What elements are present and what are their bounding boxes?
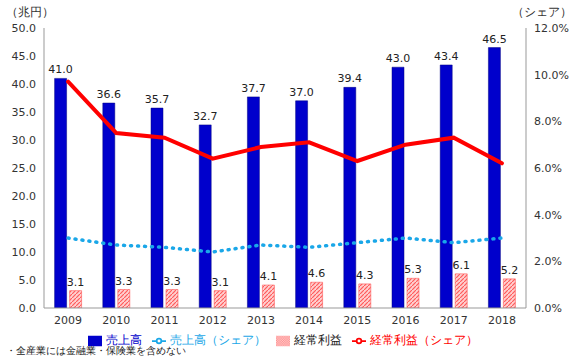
svg-text:3.3: 3.3 bbox=[163, 275, 181, 288]
svg-text:4.0%: 4.0% bbox=[534, 209, 562, 222]
svg-text:2015: 2015 bbox=[343, 314, 371, 327]
svg-text:45.0: 45.0 bbox=[12, 50, 37, 63]
svg-text:12.0%: 12.0% bbox=[534, 22, 569, 35]
svg-text:36.6: 36.6 bbox=[97, 88, 122, 101]
svg-text:2011: 2011 bbox=[151, 314, 179, 327]
svg-text:3.1: 3.1 bbox=[211, 276, 229, 289]
html-text:・全産業には金融業・保険業を含めない: ・全産業には金融業・保険業を含めない bbox=[6, 345, 186, 356]
svg-text:10.0%: 10.0% bbox=[534, 69, 569, 82]
svg-text:6.0%: 6.0% bbox=[534, 162, 562, 175]
html-text:経常利益: 経常利益 bbox=[294, 333, 342, 347]
html-text:売上高（シェア）: 売上高（シェア） bbox=[170, 333, 266, 347]
svg-text:2009: 2009 bbox=[54, 314, 82, 327]
svg-text:2.0%: 2.0% bbox=[534, 255, 562, 268]
svg-text:4.1: 4.1 bbox=[260, 270, 278, 283]
svg-text:5.0: 5.0 bbox=[19, 274, 37, 287]
svg-text:2017: 2017 bbox=[440, 314, 468, 327]
svg-text:4.3: 4.3 bbox=[356, 269, 374, 282]
svg-text:0.0: 0.0 bbox=[19, 302, 37, 315]
svg-text:20.0: 20.0 bbox=[12, 190, 37, 203]
svg-text:41.0: 41.0 bbox=[48, 63, 73, 76]
svg-text:4.6: 4.6 bbox=[308, 267, 326, 280]
svg-text:5.2: 5.2 bbox=[501, 264, 519, 277]
svg-text:8.0%: 8.0% bbox=[534, 115, 562, 128]
svg-text:2012: 2012 bbox=[199, 314, 227, 327]
svg-text:30.0: 30.0 bbox=[12, 134, 37, 147]
svg-text:2016: 2016 bbox=[392, 314, 420, 327]
html-text:（シェア）: （シェア） bbox=[512, 5, 572, 19]
svg-text:37.7: 37.7 bbox=[241, 82, 266, 95]
svg-text:3.1: 3.1 bbox=[67, 276, 85, 289]
svg-text:10.0: 10.0 bbox=[12, 246, 37, 259]
svg-text:39.4: 39.4 bbox=[338, 72, 363, 85]
svg-text:3.3: 3.3 bbox=[115, 275, 133, 288]
svg-text:37.0: 37.0 bbox=[289, 86, 314, 99]
svg-text:5.3: 5.3 bbox=[404, 263, 422, 276]
svg-text:2014: 2014 bbox=[295, 314, 323, 327]
svg-text:25.0: 25.0 bbox=[12, 162, 37, 175]
svg-text:32.7: 32.7 bbox=[193, 110, 218, 123]
html-text:経常利益（シェア）: 経常利益（シェア） bbox=[370, 333, 478, 347]
html-text:（兆円）: （兆円） bbox=[6, 5, 54, 19]
svg-text:43.0: 43.0 bbox=[386, 52, 411, 65]
svg-text:2010: 2010 bbox=[102, 314, 130, 327]
svg-text:46.5: 46.5 bbox=[482, 33, 507, 46]
svg-text:2013: 2013 bbox=[247, 314, 275, 327]
svg-text:50.0: 50.0 bbox=[12, 22, 37, 35]
html-text:売上高: 売上高 bbox=[106, 333, 142, 347]
svg-text:15.0: 15.0 bbox=[12, 218, 37, 231]
svg-text:35.7: 35.7 bbox=[145, 93, 170, 106]
svg-text:40.0: 40.0 bbox=[12, 78, 37, 91]
svg-text:0.0%: 0.0% bbox=[534, 302, 562, 315]
svg-text:35.0: 35.0 bbox=[12, 106, 37, 119]
svg-text:6.1: 6.1 bbox=[452, 259, 470, 272]
svg-text:2018: 2018 bbox=[488, 314, 516, 327]
svg-text:43.4: 43.4 bbox=[434, 50, 459, 63]
